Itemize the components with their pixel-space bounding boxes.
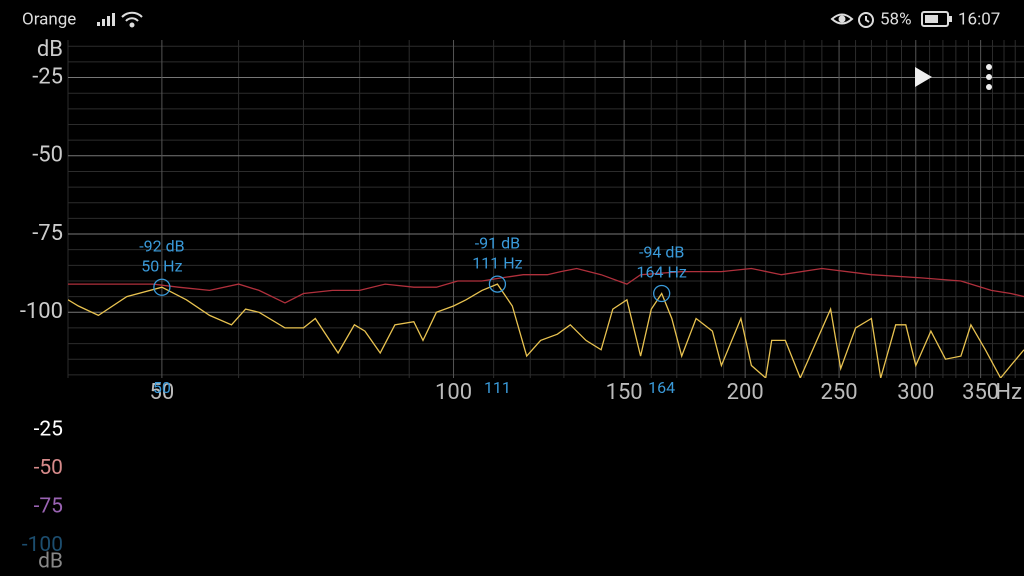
color-scale-label: -75 bbox=[34, 495, 63, 519]
peak-db-label: -91 dB bbox=[475, 233, 520, 252]
color-scale-unit: dB bbox=[38, 550, 63, 574]
color-scale-label: -50 bbox=[34, 456, 63, 480]
carrier: Orange bbox=[22, 9, 76, 29]
y-tick-label: -100 bbox=[20, 299, 63, 324]
peak-hz-label: 50 Hz bbox=[141, 256, 182, 275]
spectrum-plot: -25 -50 -75 -100 50 100 150 200 250 300 350 dB Hz -92… bbox=[20, 37, 1024, 574]
plot-area bbox=[68, 267, 1024, 378]
peak-axis-label: 164 bbox=[648, 378, 675, 397]
peak-marker bbox=[488, 275, 507, 293]
x-tick-label: 200 bbox=[727, 380, 764, 405]
alarm-icon bbox=[858, 12, 874, 28]
series-line bbox=[68, 267, 1024, 304]
peak-hz-label: 111 Hz bbox=[472, 253, 522, 272]
peak-db-label: -92 dB bbox=[139, 236, 184, 255]
wifi-icon bbox=[121, 11, 143, 28]
x-axis-label: Hz bbox=[995, 380, 1022, 405]
peak-marker bbox=[653, 284, 671, 303]
x-tick-label: 350 bbox=[962, 380, 999, 405]
series-line bbox=[68, 283, 1024, 378]
y-tick-label: -25 bbox=[32, 64, 63, 89]
peak-marker bbox=[153, 278, 171, 296]
battery-level: 58% bbox=[880, 9, 912, 29]
y-axis-label: dB bbox=[37, 37, 63, 62]
color-scale-label: -100 bbox=[22, 533, 63, 557]
color-scale-label: -25 bbox=[34, 418, 63, 442]
status-bar: Orange 58% 16:07 bbox=[22, 9, 1000, 29]
x-tick-label: 300 bbox=[897, 380, 934, 405]
peak-db-label: -94 dB bbox=[639, 243, 684, 262]
battery-icon bbox=[921, 11, 952, 27]
menu-button[interactable] bbox=[986, 64, 992, 90]
eye-icon bbox=[830, 13, 854, 25]
clock: 16:07 bbox=[958, 9, 1000, 29]
y-tick-label: -50 bbox=[32, 143, 63, 168]
x-tick-label: 150 bbox=[606, 380, 643, 405]
x-tick-label: 50 bbox=[150, 380, 175, 405]
y-tick-label: -75 bbox=[32, 221, 63, 246]
peak-hz-label: 164 Hz bbox=[637, 263, 687, 282]
peak-axis-label: 111 bbox=[484, 378, 511, 397]
x-tick-label: 250 bbox=[821, 380, 858, 405]
play-button[interactable] bbox=[915, 67, 932, 87]
signal-icon bbox=[97, 13, 115, 26]
peak-axis-label: 50 bbox=[153, 378, 171, 397]
x-tick-label: 100 bbox=[435, 380, 472, 405]
